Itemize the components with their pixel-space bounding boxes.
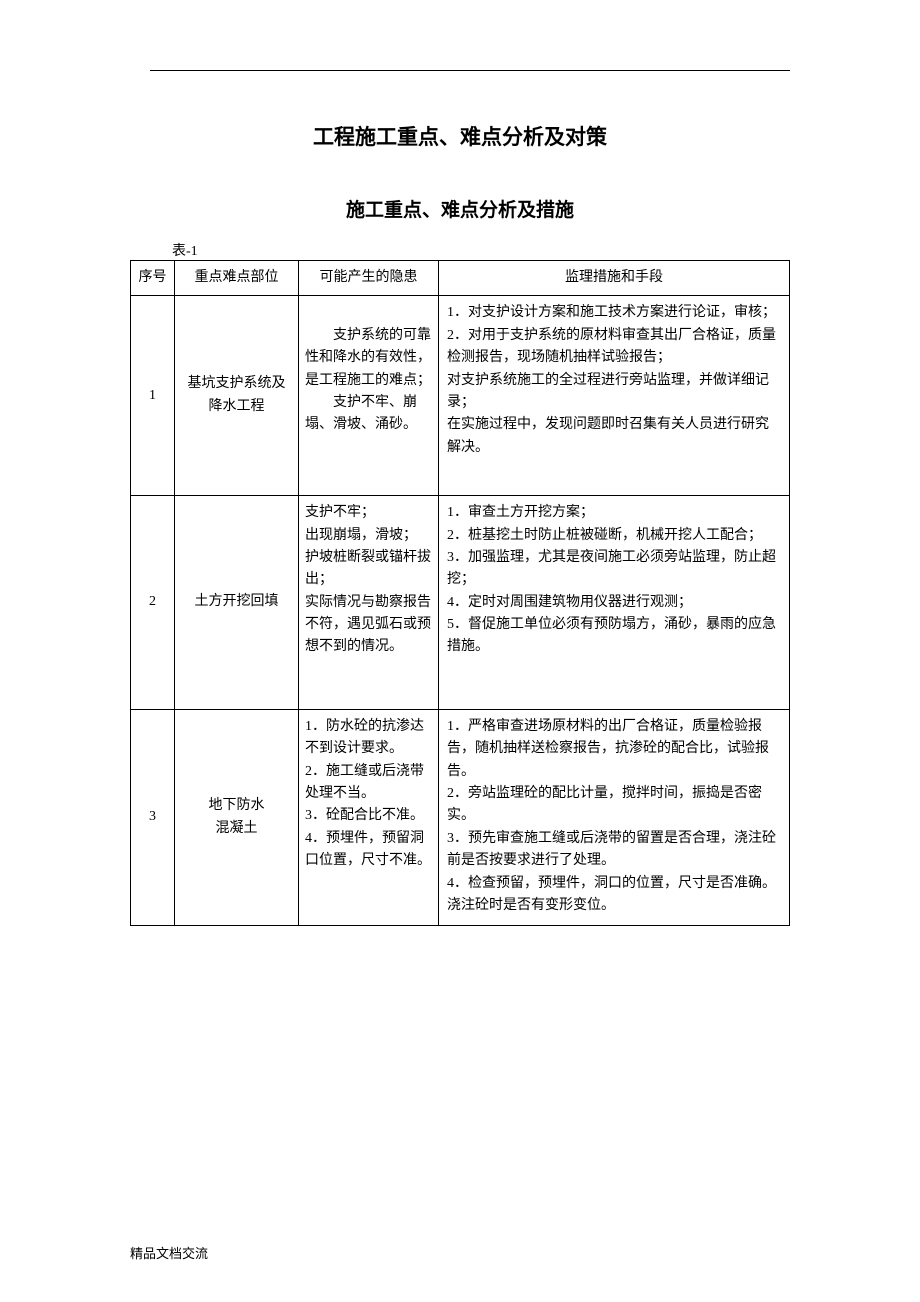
cell-risk: 支护系统的可靠性和降水的有效性，是工程施工的难点； 支护不牢、崩塌、滑坡、涌砂。 bbox=[299, 296, 439, 496]
header-part: 重点难点部位 bbox=[175, 261, 299, 296]
table-row: 3 地下防水混凝土 1．防水砼的抗渗达不到设计要求。2．施工缝或后浇带处理不当。… bbox=[131, 709, 790, 926]
header-risk: 可能产生的隐患 bbox=[299, 261, 439, 296]
cell-measure: 1．审查土方开挖方案；2．桩基挖土时防止桩被碰断，机械开挖人工配合；3．加强监理… bbox=[439, 496, 790, 710]
table-row: 1 基坑支护系统及降水工程 支护系统的可靠性和降水的有效性，是工程施工的难点； … bbox=[131, 296, 790, 496]
main-title: 工程施工重点、难点分析及对策 bbox=[130, 121, 790, 151]
cell-part: 地下防水混凝土 bbox=[175, 709, 299, 926]
footer-text: 精品文档交流 bbox=[130, 1243, 208, 1262]
cell-part: 基坑支护系统及降水工程 bbox=[175, 296, 299, 496]
cell-seq: 2 bbox=[131, 496, 175, 710]
table-header-row: 序号 重点难点部位 可能产生的隐患 监理措施和手段 bbox=[131, 261, 790, 296]
page-container: 工程施工重点、难点分析及对策 施工重点、难点分析及措施 表-1 序号 重点难点部… bbox=[0, 0, 920, 986]
table-row: 2 土方开挖回填 支护不牢；出现崩塌，滑坡；护坡桩断裂或锚杆拔出；实际情况与勘察… bbox=[131, 496, 790, 710]
cell-risk: 支护不牢；出现崩塌，滑坡；护坡桩断裂或锚杆拔出；实际情况与勘察报告不符，遇见弧石… bbox=[299, 496, 439, 710]
header-seq: 序号 bbox=[131, 261, 175, 296]
header-measure: 监理措施和手段 bbox=[439, 261, 790, 296]
cell-risk: 1．防水砼的抗渗达不到设计要求。2．施工缝或后浇带处理不当。3．砼配合比不准。4… bbox=[299, 709, 439, 926]
table-label: 表-1 bbox=[172, 240, 790, 260]
cell-part: 土方开挖回填 bbox=[175, 496, 299, 710]
cell-seq: 1 bbox=[131, 296, 175, 496]
cell-seq: 3 bbox=[131, 709, 175, 926]
cell-measure: 1．对支护设计方案和施工技术方案进行论证，审核；2．对用于支护系统的原材料审查其… bbox=[439, 296, 790, 496]
sub-title: 施工重点、难点分析及措施 bbox=[130, 195, 790, 222]
top-rule bbox=[150, 70, 790, 71]
analysis-table: 序号 重点难点部位 可能产生的隐患 监理措施和手段 1 基坑支护系统及降水工程 … bbox=[130, 260, 790, 926]
cell-measure: 1．严格审查进场原材料的出厂合格证，质量检验报告，随机抽样送检察报告，抗渗砼的配… bbox=[439, 709, 790, 926]
